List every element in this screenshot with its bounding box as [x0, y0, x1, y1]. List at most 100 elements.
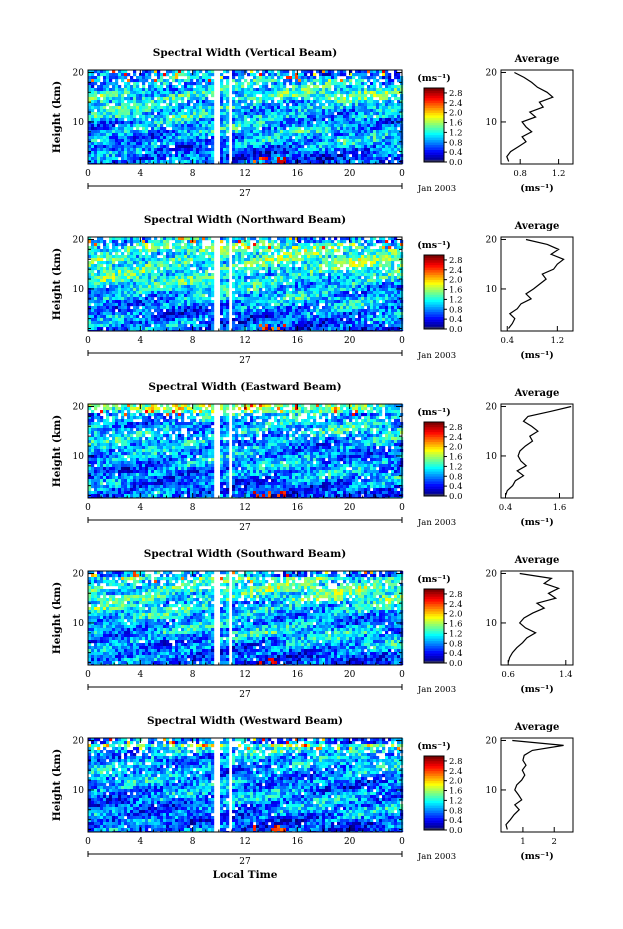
heatmap-cell	[100, 160, 104, 164]
heatmap-cell	[343, 249, 347, 253]
heatmap-cell	[145, 258, 149, 262]
heatmap-cell	[316, 133, 320, 137]
colorbar-tick-label: 1.6	[449, 119, 463, 129]
heatmap-cell	[166, 255, 170, 259]
heatmap-cell	[370, 264, 374, 268]
heatmap-cell	[178, 124, 182, 128]
heatmap-cell	[343, 109, 347, 113]
heatmap-cell	[298, 237, 302, 241]
heatmap-cell	[340, 285, 344, 289]
heatmap-cell	[232, 70, 236, 74]
heatmap-cell	[139, 276, 143, 280]
heatmap-cell	[169, 249, 173, 253]
heatmap-cell	[106, 70, 110, 74]
heatmap-cell	[382, 112, 386, 116]
heatmap-cell	[241, 157, 245, 161]
heatmap-cell	[115, 91, 119, 95]
heatmap-cell	[376, 94, 380, 98]
heatmap-cell	[181, 100, 185, 104]
heatmap-cell	[265, 115, 269, 119]
heatmap-cell	[91, 124, 95, 128]
heatmap-cell	[118, 264, 122, 268]
heatmap-cell	[199, 285, 203, 289]
heatmap-cell	[151, 151, 155, 155]
heatmap-cell	[193, 282, 197, 286]
heatmap-cell	[100, 91, 104, 95]
heatmap-cell	[151, 154, 155, 158]
heatmap-cell	[307, 154, 311, 158]
heatmap-cell	[346, 294, 350, 298]
heatmap-cell	[250, 270, 254, 274]
heatmap-cell	[205, 106, 209, 110]
heatmap-cell	[208, 133, 212, 137]
heatmap-cell	[340, 148, 344, 152]
heatmap-cell	[310, 246, 314, 250]
heatmap-cell	[175, 285, 179, 289]
heatmap-cell	[172, 142, 176, 146]
heatmap-cell	[349, 124, 353, 128]
heatmap-cell	[115, 112, 119, 116]
heatmap-cell	[193, 127, 197, 131]
heatmap-cell	[136, 243, 140, 247]
heatmap-cell	[319, 136, 323, 140]
heatmap-cell	[367, 142, 371, 146]
heatmap-cell	[139, 255, 143, 259]
heatmap-cell	[172, 252, 176, 256]
heatmap-cell	[292, 148, 296, 152]
heatmap-cell	[118, 124, 122, 128]
heatmap-cell	[283, 124, 287, 128]
heatmap-cell	[97, 279, 101, 283]
heatmap-cell	[124, 282, 128, 286]
heatmap-cell	[232, 282, 236, 286]
heatmap-cell	[112, 285, 116, 289]
heatmap-cell	[259, 136, 263, 140]
heatmap-cell	[190, 76, 194, 80]
heatmap-cell	[373, 112, 377, 116]
heatmap-cell	[133, 79, 137, 83]
heatmap-cell	[97, 142, 101, 146]
heatmap-cell	[202, 157, 206, 161]
heatmap-cell	[175, 76, 179, 80]
heatmap-cell	[106, 100, 110, 104]
heatmap-cell	[112, 279, 116, 283]
heatmap-cell	[184, 118, 188, 122]
heatmap-cell	[373, 109, 377, 113]
heatmap-cell	[160, 151, 164, 155]
heatmap-cell	[298, 252, 302, 256]
heatmap-cell	[274, 285, 278, 289]
heatmap-cell	[283, 109, 287, 113]
heatmap-cell	[340, 282, 344, 286]
heatmap-cell	[142, 109, 146, 113]
heatmap-cell	[373, 267, 377, 271]
heatmap-cell	[253, 258, 257, 262]
heatmap-cell	[106, 252, 110, 256]
heatmap-cell	[265, 157, 269, 161]
heatmap-cell	[94, 243, 98, 247]
heatmap-cell	[277, 282, 281, 286]
heatmap-cell	[199, 97, 203, 101]
heatmap-cell	[241, 127, 245, 131]
heatmap-cell	[175, 94, 179, 98]
heatmap-cell	[91, 142, 95, 146]
heatmap-cell	[184, 285, 188, 289]
heatmap-cell	[157, 76, 161, 80]
heatmap-cell	[283, 106, 287, 110]
heatmap-cell	[127, 252, 131, 256]
heatmap-cell	[232, 130, 236, 134]
heatmap-cell	[97, 145, 101, 149]
heatmap-cell	[280, 243, 284, 247]
heatmap-cell	[358, 121, 362, 125]
heatmap-cell	[181, 157, 185, 161]
heatmap-cell	[346, 285, 350, 289]
heatmap-cell	[133, 255, 137, 259]
heatmap-cell	[184, 136, 188, 140]
heatmap-cell	[124, 267, 128, 271]
heatmap-cell	[370, 154, 374, 158]
heatmap-cell	[313, 151, 317, 155]
heatmap-cell	[316, 157, 320, 161]
heatmap-cell	[88, 276, 92, 280]
heatmap-cell	[196, 118, 200, 122]
heatmap-cell	[226, 285, 230, 289]
heatmap-cell	[262, 154, 266, 158]
heatmap-cell	[178, 142, 182, 146]
